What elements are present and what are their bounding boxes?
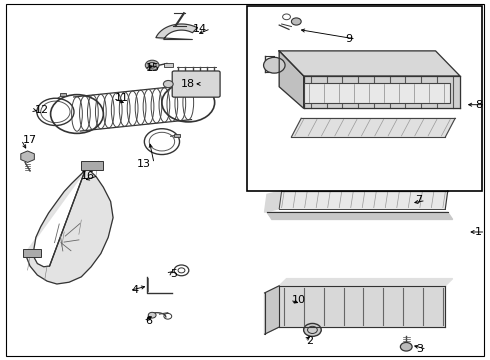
Text: 13: 13: [137, 158, 151, 168]
Polygon shape: [279, 279, 453, 286]
FancyBboxPatch shape: [172, 71, 220, 97]
Circle shape: [400, 342, 412, 351]
Polygon shape: [292, 118, 455, 137]
Bar: [174, 134, 180, 137]
Bar: [23, 249, 41, 257]
Polygon shape: [156, 24, 197, 40]
Bar: [60, 93, 66, 96]
Text: 7: 7: [415, 195, 422, 206]
Text: 15: 15: [146, 63, 160, 73]
Text: 1: 1: [475, 227, 482, 237]
Text: 18: 18: [180, 79, 195, 89]
Bar: [304, 83, 450, 103]
Polygon shape: [279, 51, 304, 108]
Text: 10: 10: [292, 295, 305, 305]
Polygon shape: [279, 51, 460, 76]
Polygon shape: [265, 286, 279, 334]
Bar: [164, 63, 173, 67]
Polygon shape: [21, 151, 34, 162]
Polygon shape: [25, 167, 113, 284]
Polygon shape: [279, 191, 448, 209]
Text: 14: 14: [193, 24, 207, 34]
Text: 6: 6: [145, 316, 152, 325]
Text: 11: 11: [115, 93, 128, 103]
Polygon shape: [265, 191, 282, 212]
Bar: [81, 161, 103, 170]
Bar: [247, 6, 482, 191]
Text: 2: 2: [306, 336, 313, 346]
Text: 3: 3: [416, 344, 423, 354]
Polygon shape: [304, 76, 460, 108]
Polygon shape: [279, 286, 445, 327]
Circle shape: [304, 323, 321, 336]
Circle shape: [148, 312, 156, 318]
Polygon shape: [267, 212, 453, 220]
Circle shape: [146, 60, 159, 70]
Text: 8: 8: [475, 100, 482, 110]
Text: 9: 9: [345, 34, 352, 44]
Text: 17: 17: [23, 135, 37, 145]
Circle shape: [163, 81, 173, 87]
Text: 4: 4: [131, 285, 138, 296]
Text: 5: 5: [170, 269, 177, 279]
Circle shape: [264, 57, 285, 73]
Text: 12: 12: [35, 105, 49, 115]
Circle shape: [292, 18, 301, 25]
Text: 16: 16: [81, 171, 95, 181]
